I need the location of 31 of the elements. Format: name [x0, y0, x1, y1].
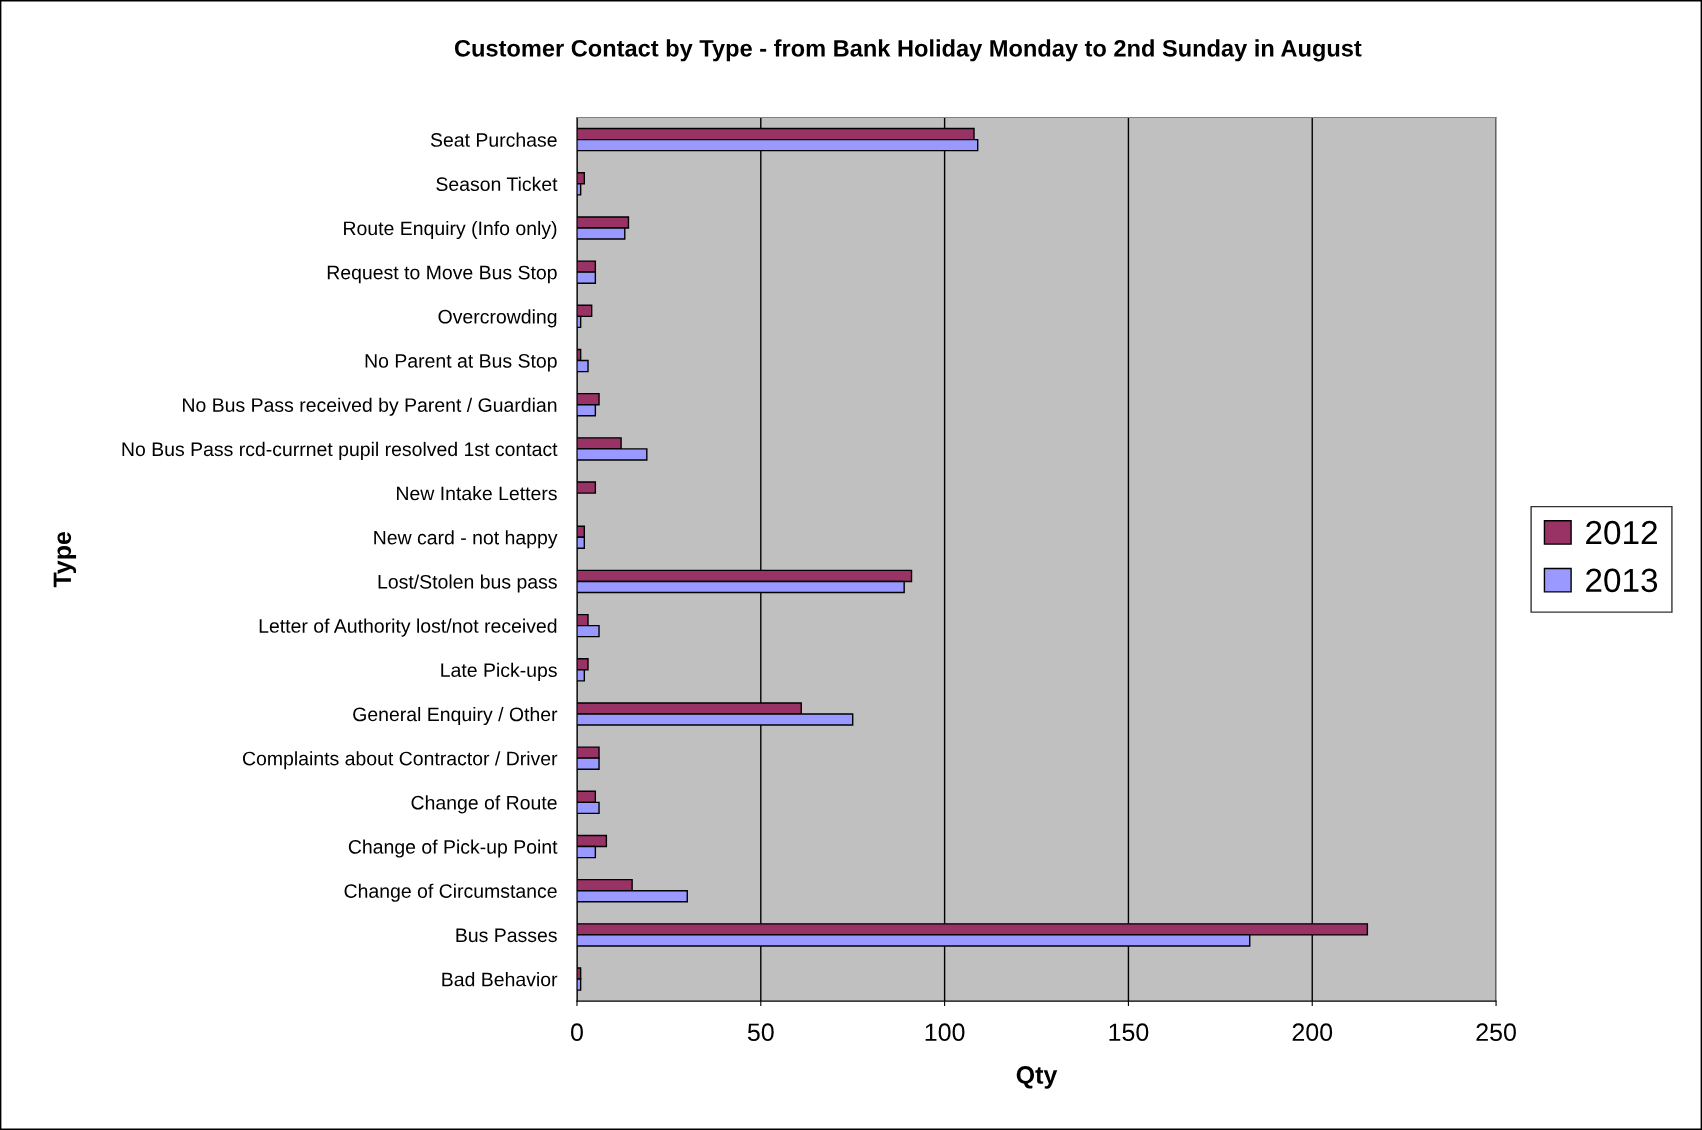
- y-tick-label: Lost/Stolen bus pass: [378, 574, 557, 593]
- y-tick-label: General Enquiry / Other: [353, 706, 558, 726]
- y-tick-label: Bus Passes: [456, 928, 557, 943]
- y-tick-label: No Parent at Bus Stop: [365, 353, 557, 372]
- y-axis-title: Type: [53, 531, 77, 588]
- x-tick-label: 200: [1292, 1023, 1333, 1042]
- legend-label: 2012: [1586, 520, 1657, 545]
- x-tick-label: 50: [747, 1023, 774, 1042]
- y-tick-label: Season Ticket: [436, 176, 558, 192]
- y-tick-label: Request to Move Bus Stop: [327, 265, 557, 284]
- y-tick-label: Late Pick-ups: [441, 662, 557, 681]
- y-tick-label: Change of Circumstance: [344, 883, 557, 902]
- y-tick-label: No Bus Pass rcd-currnet pupil resolved 1st contact: [122, 441, 558, 460]
- y-tick-label: Complaints about Contractor / Driver: [242, 751, 558, 770]
- x-tick-label: 100: [925, 1023, 965, 1042]
- x-tick-label: 0: [571, 1023, 583, 1042]
- legend-label: 2013: [1586, 568, 1658, 593]
- y-tick-label: Bad Behavior: [442, 972, 558, 987]
- y-tick-label: Route Enquiry (Info only): [344, 220, 557, 240]
- y-tick-label: No Bus Pass received by Parent / Guardian: [183, 397, 557, 416]
- y-tick-label: New Intake Letters: [397, 486, 557, 501]
- x-axis-title: Qty: [1016, 1066, 1058, 1089]
- y-tick-label: New card - not happy: [374, 530, 558, 549]
- y-tick-label: Change of Route: [411, 795, 557, 814]
- y-tick-label: Change of Pick-up Point: [348, 839, 558, 858]
- x-tick-label: 150: [1109, 1023, 1149, 1042]
- chart-title: Customer Contact by Type - from Bank Holiday Monday to 2nd Sunday in August: [454, 39, 1362, 62]
- y-tick-label: Seat Purchase: [430, 132, 557, 147]
- y-tick-label: Letter of Authority lost/not received: [259, 618, 557, 637]
- x-tick-label: 250: [1476, 1023, 1516, 1042]
- y-tick-label: Overcrowding: [438, 309, 557, 328]
